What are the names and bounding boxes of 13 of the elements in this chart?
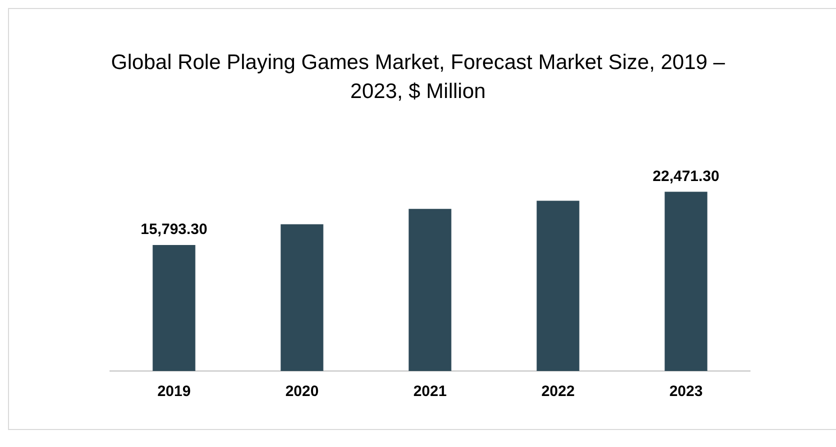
x-tick-label: 2020 [285,383,319,400]
x-tick-label: 2022 [541,383,575,400]
bar [408,208,452,371]
data-label: 15,793.30 [140,220,208,238]
bar [536,200,580,371]
bar [664,192,708,371]
bar [280,224,324,371]
x-tick-label: 2023 [669,383,703,400]
data-label: 22,471.30 [652,168,720,185]
x-tick-label: 2019 [157,383,191,400]
chart-title: Global Role Playing Games Market, Forecast Market Size, 2019 – 2023, $ Million [110,50,726,105]
bar [152,244,196,371]
x-tick-label: 2021 [413,383,447,400]
